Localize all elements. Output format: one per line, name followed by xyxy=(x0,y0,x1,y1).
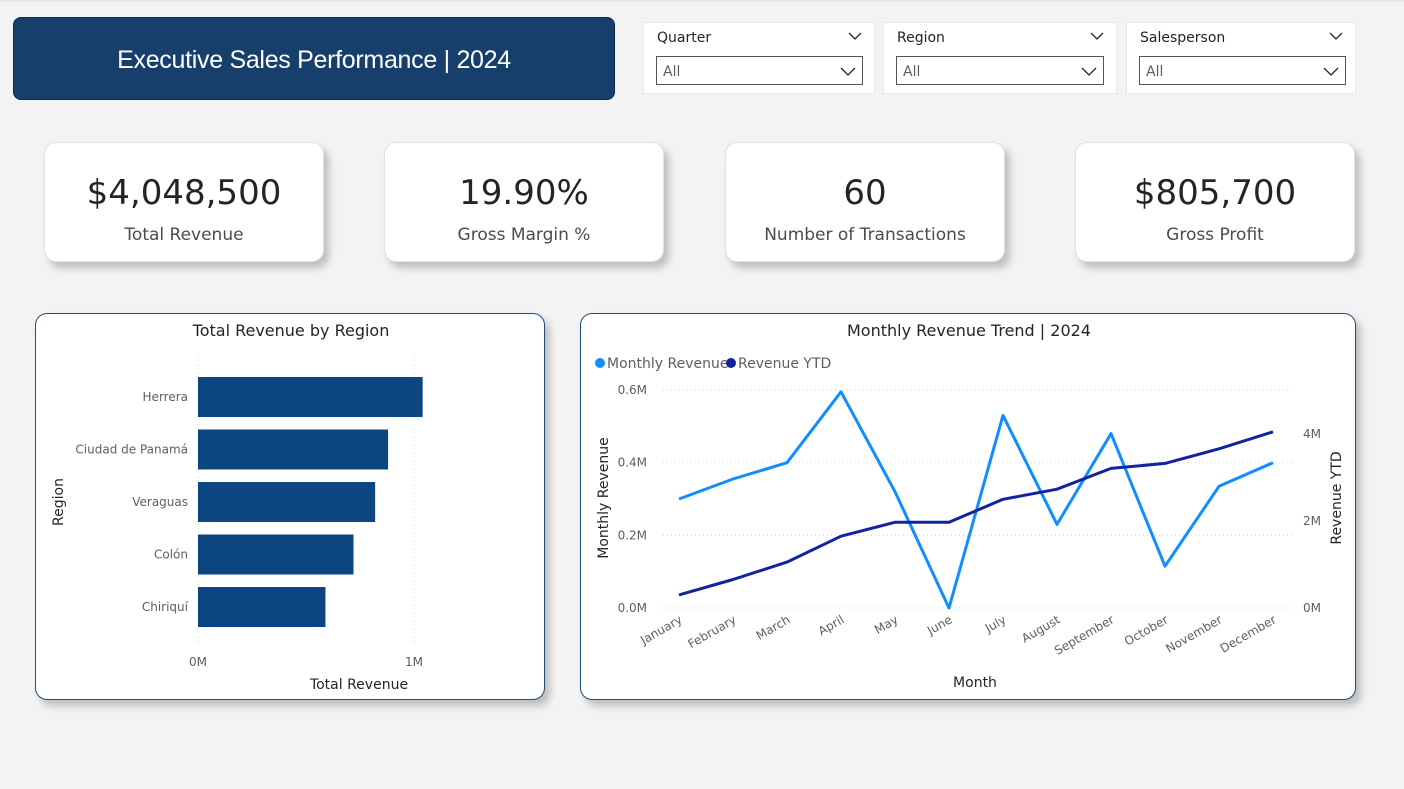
bar-0[interactable] xyxy=(198,377,423,417)
kpi-label: Gross Profit xyxy=(1166,225,1264,245)
bar-1[interactable] xyxy=(198,429,389,470)
quarter-dropdown-value: All xyxy=(663,64,681,80)
y2-tick-label: 0M xyxy=(1303,601,1321,615)
quarter-dropdown[interactable]: All xyxy=(656,56,863,85)
chevron-down-icon[interactable] xyxy=(1329,29,1343,43)
chart-title: Total Revenue by Region xyxy=(192,321,390,340)
category-label: Herrera xyxy=(143,390,188,404)
category-label: Veraguas xyxy=(132,495,188,509)
x-tick-label: July xyxy=(982,612,1009,635)
y2-tick-label: 4M xyxy=(1303,427,1321,441)
legend-marker xyxy=(595,358,605,368)
kpi-card-transactions: 60 Number of Transactions xyxy=(725,142,1005,262)
series-line-0[interactable] xyxy=(678,390,1274,610)
x-tick-label: June xyxy=(924,612,955,638)
x-tick-label: March xyxy=(754,612,793,642)
chevron-down-icon xyxy=(840,67,856,76)
page-title: Executive Sales Performance | 2024 xyxy=(117,46,511,74)
kpi-label: Total Revenue xyxy=(124,225,244,245)
x-tick-label: November xyxy=(1163,612,1224,655)
x-axis-title: Total Revenue xyxy=(309,677,408,693)
salesperson-dropdown[interactable]: All xyxy=(1139,56,1346,85)
salesperson-slicer: Salesperson All xyxy=(1126,22,1356,94)
category-label: Chiriquí xyxy=(142,600,189,614)
chevron-down-icon xyxy=(1323,67,1339,76)
revenue-by-region-card: Total Revenue by Region Region Total Rev… xyxy=(35,313,545,700)
region-slicer-label: Region xyxy=(897,30,945,46)
x-tick-label: May xyxy=(872,612,900,637)
quarter-slicer: Quarter All xyxy=(643,22,875,94)
kpi-label: Gross Margin % xyxy=(457,225,591,245)
y-axis-title: Monthly Revenue xyxy=(596,437,612,558)
kpi-card-gross-profit: $805,700 Gross Profit xyxy=(1075,142,1355,262)
legend-label: Revenue YTD xyxy=(738,356,831,372)
monthly-trend-chart[interactable]: Monthly Revenue Trend | 2024 Monthly Rev… xyxy=(581,314,1356,700)
monthly-trend-card: Monthly Revenue Trend | 2024 Monthly Rev… xyxy=(580,313,1356,700)
kpi-card-total-revenue: $4,048,500 Total Revenue xyxy=(44,142,324,262)
legend-label: Monthly Revenue xyxy=(607,356,728,372)
kpi-label: Number of Transactions xyxy=(764,225,966,245)
x-tick-label: April xyxy=(816,612,847,638)
revenue-by-region-chart[interactable]: Total Revenue by Region Region Total Rev… xyxy=(36,314,545,700)
bar-4[interactable] xyxy=(198,587,326,627)
y-tick-label: 0.4M xyxy=(618,456,647,470)
region-dropdown-value: All xyxy=(903,64,921,80)
x-tick-label: December xyxy=(1218,612,1279,655)
y-tick-label: 0.2M xyxy=(618,528,647,542)
y-tick-label: 0.0M xyxy=(618,601,647,615)
category-label: Ciudad de Panamá xyxy=(75,443,188,457)
x-tick-label: February xyxy=(685,612,738,651)
category-label: Colón xyxy=(154,548,188,562)
region-slicer: Region All xyxy=(883,22,1117,94)
y2-axis-title: Revenue YTD xyxy=(1329,451,1345,544)
salesperson-dropdown-value: All xyxy=(1146,64,1164,80)
kpi-value: $4,048,500 xyxy=(86,173,282,213)
bar-2[interactable] xyxy=(198,482,376,522)
salesperson-slicer-label: Salesperson xyxy=(1140,30,1226,46)
x-tick-label: 0M xyxy=(189,655,207,669)
legend-marker xyxy=(726,358,736,368)
title-banner: Executive Sales Performance | 2024 xyxy=(13,17,615,100)
chevron-down-icon xyxy=(1081,67,1097,76)
y-tick-label: 0.6M xyxy=(618,383,647,397)
x-tick-label: 1M xyxy=(405,655,423,669)
chevron-down-icon[interactable] xyxy=(1090,29,1104,43)
y-axis-title: Region xyxy=(51,478,67,526)
x-tick-label: January xyxy=(637,612,684,647)
kpi-card-gross-margin: 19.90% Gross Margin % xyxy=(384,142,664,262)
series-line-1[interactable] xyxy=(678,430,1274,597)
bar-3[interactable] xyxy=(198,534,354,575)
region-dropdown[interactable]: All xyxy=(896,56,1104,85)
quarter-slicer-label: Quarter xyxy=(657,30,712,46)
x-tick-label: August xyxy=(1019,612,1063,645)
kpi-value: $805,700 xyxy=(1133,173,1297,213)
chevron-down-icon[interactable] xyxy=(848,29,862,43)
x-tick-label: September xyxy=(1052,612,1116,657)
chart-title: Monthly Revenue Trend | 2024 xyxy=(847,321,1091,340)
kpi-value: 60 xyxy=(843,173,887,213)
x-axis-title: Month xyxy=(953,675,997,691)
y2-tick-label: 2M xyxy=(1303,514,1321,528)
top-divider xyxy=(0,0,1404,2)
kpi-value: 19.90% xyxy=(459,173,589,213)
